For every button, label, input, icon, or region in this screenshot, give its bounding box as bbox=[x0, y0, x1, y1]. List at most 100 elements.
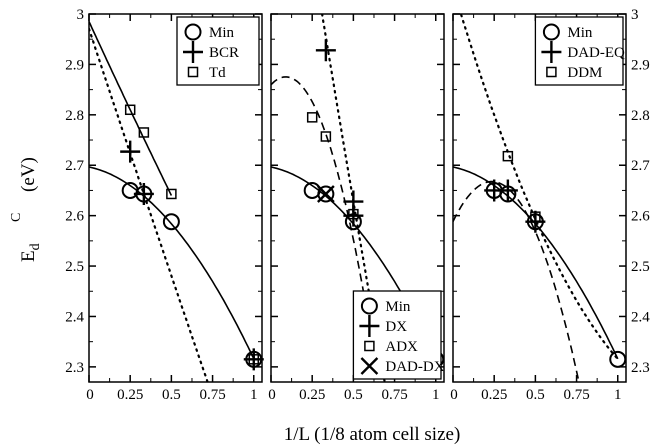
x-tick-label: 0 bbox=[86, 387, 94, 403]
legend-label: Td bbox=[209, 65, 226, 81]
x-tick-label: 0.25 bbox=[481, 387, 507, 403]
fit-curve-solid bbox=[453, 166, 619, 360]
fit-curve-dashed bbox=[453, 180, 579, 379]
panel-1-frame bbox=[88, 13, 263, 383]
data-point-plus bbox=[120, 140, 141, 163]
data-point-square bbox=[248, 354, 260, 365]
x-tick-label: 1 bbox=[614, 387, 622, 403]
series-min bbox=[485, 181, 627, 368]
y-tick-label: 2.5 bbox=[65, 259, 84, 275]
y-tick-label: 2.7 bbox=[65, 158, 84, 174]
y-axis-title-sub: d bbox=[28, 243, 43, 250]
x-tick-label: 0.5 bbox=[526, 387, 545, 403]
legend-marker-circle bbox=[184, 23, 202, 41]
y-tick-label-right: 2.9 bbox=[631, 57, 650, 73]
panels: 0 0.25 0.5 0.75 1 2.3 2.4 2.5 2.6 2.7 2.8 2.9 3 Min BC… bbox=[65, 7, 650, 403]
panel-3: 0 0.25 0.5 0.75 1 2.3 2.4 2.5 2.6 2.7 2.8 2.9 3 Min DA… bbox=[450, 7, 650, 403]
legend-label: DDM bbox=[567, 65, 602, 81]
legend-marker-plus bbox=[359, 315, 380, 337]
data-point-circle bbox=[317, 185, 335, 203]
data-point-plus bbox=[497, 179, 518, 202]
legend-marker-square bbox=[364, 340, 375, 352]
y-tick-label-right: 2.5 bbox=[631, 259, 650, 275]
data-point-x bbox=[317, 185, 335, 203]
data-point-square bbox=[138, 127, 150, 138]
data-point-plus bbox=[133, 182, 154, 205]
data-point-plus bbox=[343, 204, 364, 227]
y-tick-label: 2.4 bbox=[65, 309, 84, 325]
y-tick-label: 2.6 bbox=[65, 209, 84, 225]
series-dad-eq bbox=[484, 179, 546, 233]
x-axis-title: 1/L (1/8 atom cell size) bbox=[284, 424, 461, 445]
y-tick-label: 2.8 bbox=[65, 108, 84, 124]
fit-curve-solid bbox=[89, 166, 255, 360]
panel-1-legend: Min BCR Td bbox=[176, 16, 260, 86]
fit-curve-dotted bbox=[89, 27, 209, 382]
data-point-square bbox=[348, 208, 359, 220]
y-tick-label-right: 2.8 bbox=[631, 108, 650, 124]
y-tick-label-right: 2.3 bbox=[631, 360, 650, 376]
legend-marker-plus bbox=[183, 41, 203, 63]
legend-label: DAD-EQ bbox=[567, 45, 625, 61]
series-bcr bbox=[120, 140, 264, 371]
panel-2-legend: Min DX ADX DAD-DX bbox=[352, 290, 445, 380]
legend-label: DAD-DX bbox=[385, 359, 444, 375]
panel-2: 0 0.25 0.5 0.75 1 Min DX ADX DAD-DX bbox=[268, 13, 445, 403]
data-point-square bbox=[124, 104, 136, 116]
x-tick-label: 0 bbox=[268, 387, 276, 403]
data-point-square bbox=[166, 188, 177, 200]
data-point-plus bbox=[243, 348, 264, 371]
x-tick-label: 0.25 bbox=[299, 387, 325, 403]
x-tick-label: 0.75 bbox=[563, 387, 589, 403]
legend-label: BCR bbox=[209, 45, 239, 61]
data-point-plus bbox=[315, 39, 336, 62]
y-axis-title-unit: (eV) bbox=[18, 157, 39, 192]
svg-text:Ed: Ed bbox=[18, 243, 43, 262]
fit-curve-dashed bbox=[271, 76, 378, 370]
series-ddm bbox=[502, 150, 541, 222]
data-point-square bbox=[502, 150, 514, 162]
x-tick-label: 0.25 bbox=[117, 387, 143, 403]
series-td bbox=[124, 104, 260, 365]
data-point-circle bbox=[162, 213, 180, 231]
legend-marker-plus bbox=[541, 41, 562, 63]
legend-marker-circle bbox=[360, 297, 378, 315]
x-tick-label: 0 bbox=[450, 387, 458, 403]
legend-label: Min bbox=[567, 25, 593, 41]
panel-2-frame bbox=[270, 13, 445, 383]
series-dx bbox=[315, 39, 364, 227]
series-adx bbox=[306, 112, 359, 220]
legend-marker-square bbox=[187, 66, 199, 78]
panel-3-legend: Min DAD-EQ DDM bbox=[534, 16, 625, 86]
data-point-square bbox=[320, 131, 332, 142]
y-tick-label-right: 2.4 bbox=[631, 309, 650, 325]
y-axis-title-main: E bbox=[18, 250, 39, 262]
legend-label: ADX bbox=[385, 339, 418, 355]
x-tick-label: 1 bbox=[250, 387, 258, 403]
y-tick-label-right: 2.7 bbox=[631, 158, 650, 174]
y-axis-title-sup: C bbox=[9, 213, 24, 222]
data-point-square bbox=[530, 211, 541, 222]
y-tick-label: 2.3 bbox=[65, 360, 84, 376]
x-tick-label: 0.75 bbox=[381, 387, 407, 403]
legend-label: Min bbox=[209, 25, 235, 41]
panel-3-frame bbox=[452, 13, 627, 383]
y-tick-label: 3 bbox=[77, 7, 85, 23]
y-tick-label: 2.9 bbox=[65, 57, 84, 73]
panel-1: 0 0.25 0.5 0.75 1 2.3 2.4 2.5 2.6 2.7 2.8 2.9 3 Min BC… bbox=[65, 7, 264, 403]
x-tick-label: 1 bbox=[432, 387, 440, 403]
legend-marker-circle bbox=[542, 23, 560, 41]
x-tick-label: 0.5 bbox=[344, 387, 363, 403]
fit-curve-solid bbox=[89, 21, 173, 196]
legend-label: Min bbox=[385, 299, 411, 315]
x-tick-label: 0.5 bbox=[162, 387, 181, 403]
data-point-square bbox=[306, 112, 318, 123]
series-dad-dx bbox=[317, 185, 335, 203]
legend-marker-square bbox=[546, 66, 557, 78]
y-tick-label-right: 2.6 bbox=[631, 209, 650, 225]
data-point-circle bbox=[609, 350, 627, 368]
y-tick-label-right: 3 bbox=[631, 7, 639, 23]
panel-1-curves bbox=[89, 21, 255, 382]
legend-marker-x bbox=[360, 357, 379, 375]
